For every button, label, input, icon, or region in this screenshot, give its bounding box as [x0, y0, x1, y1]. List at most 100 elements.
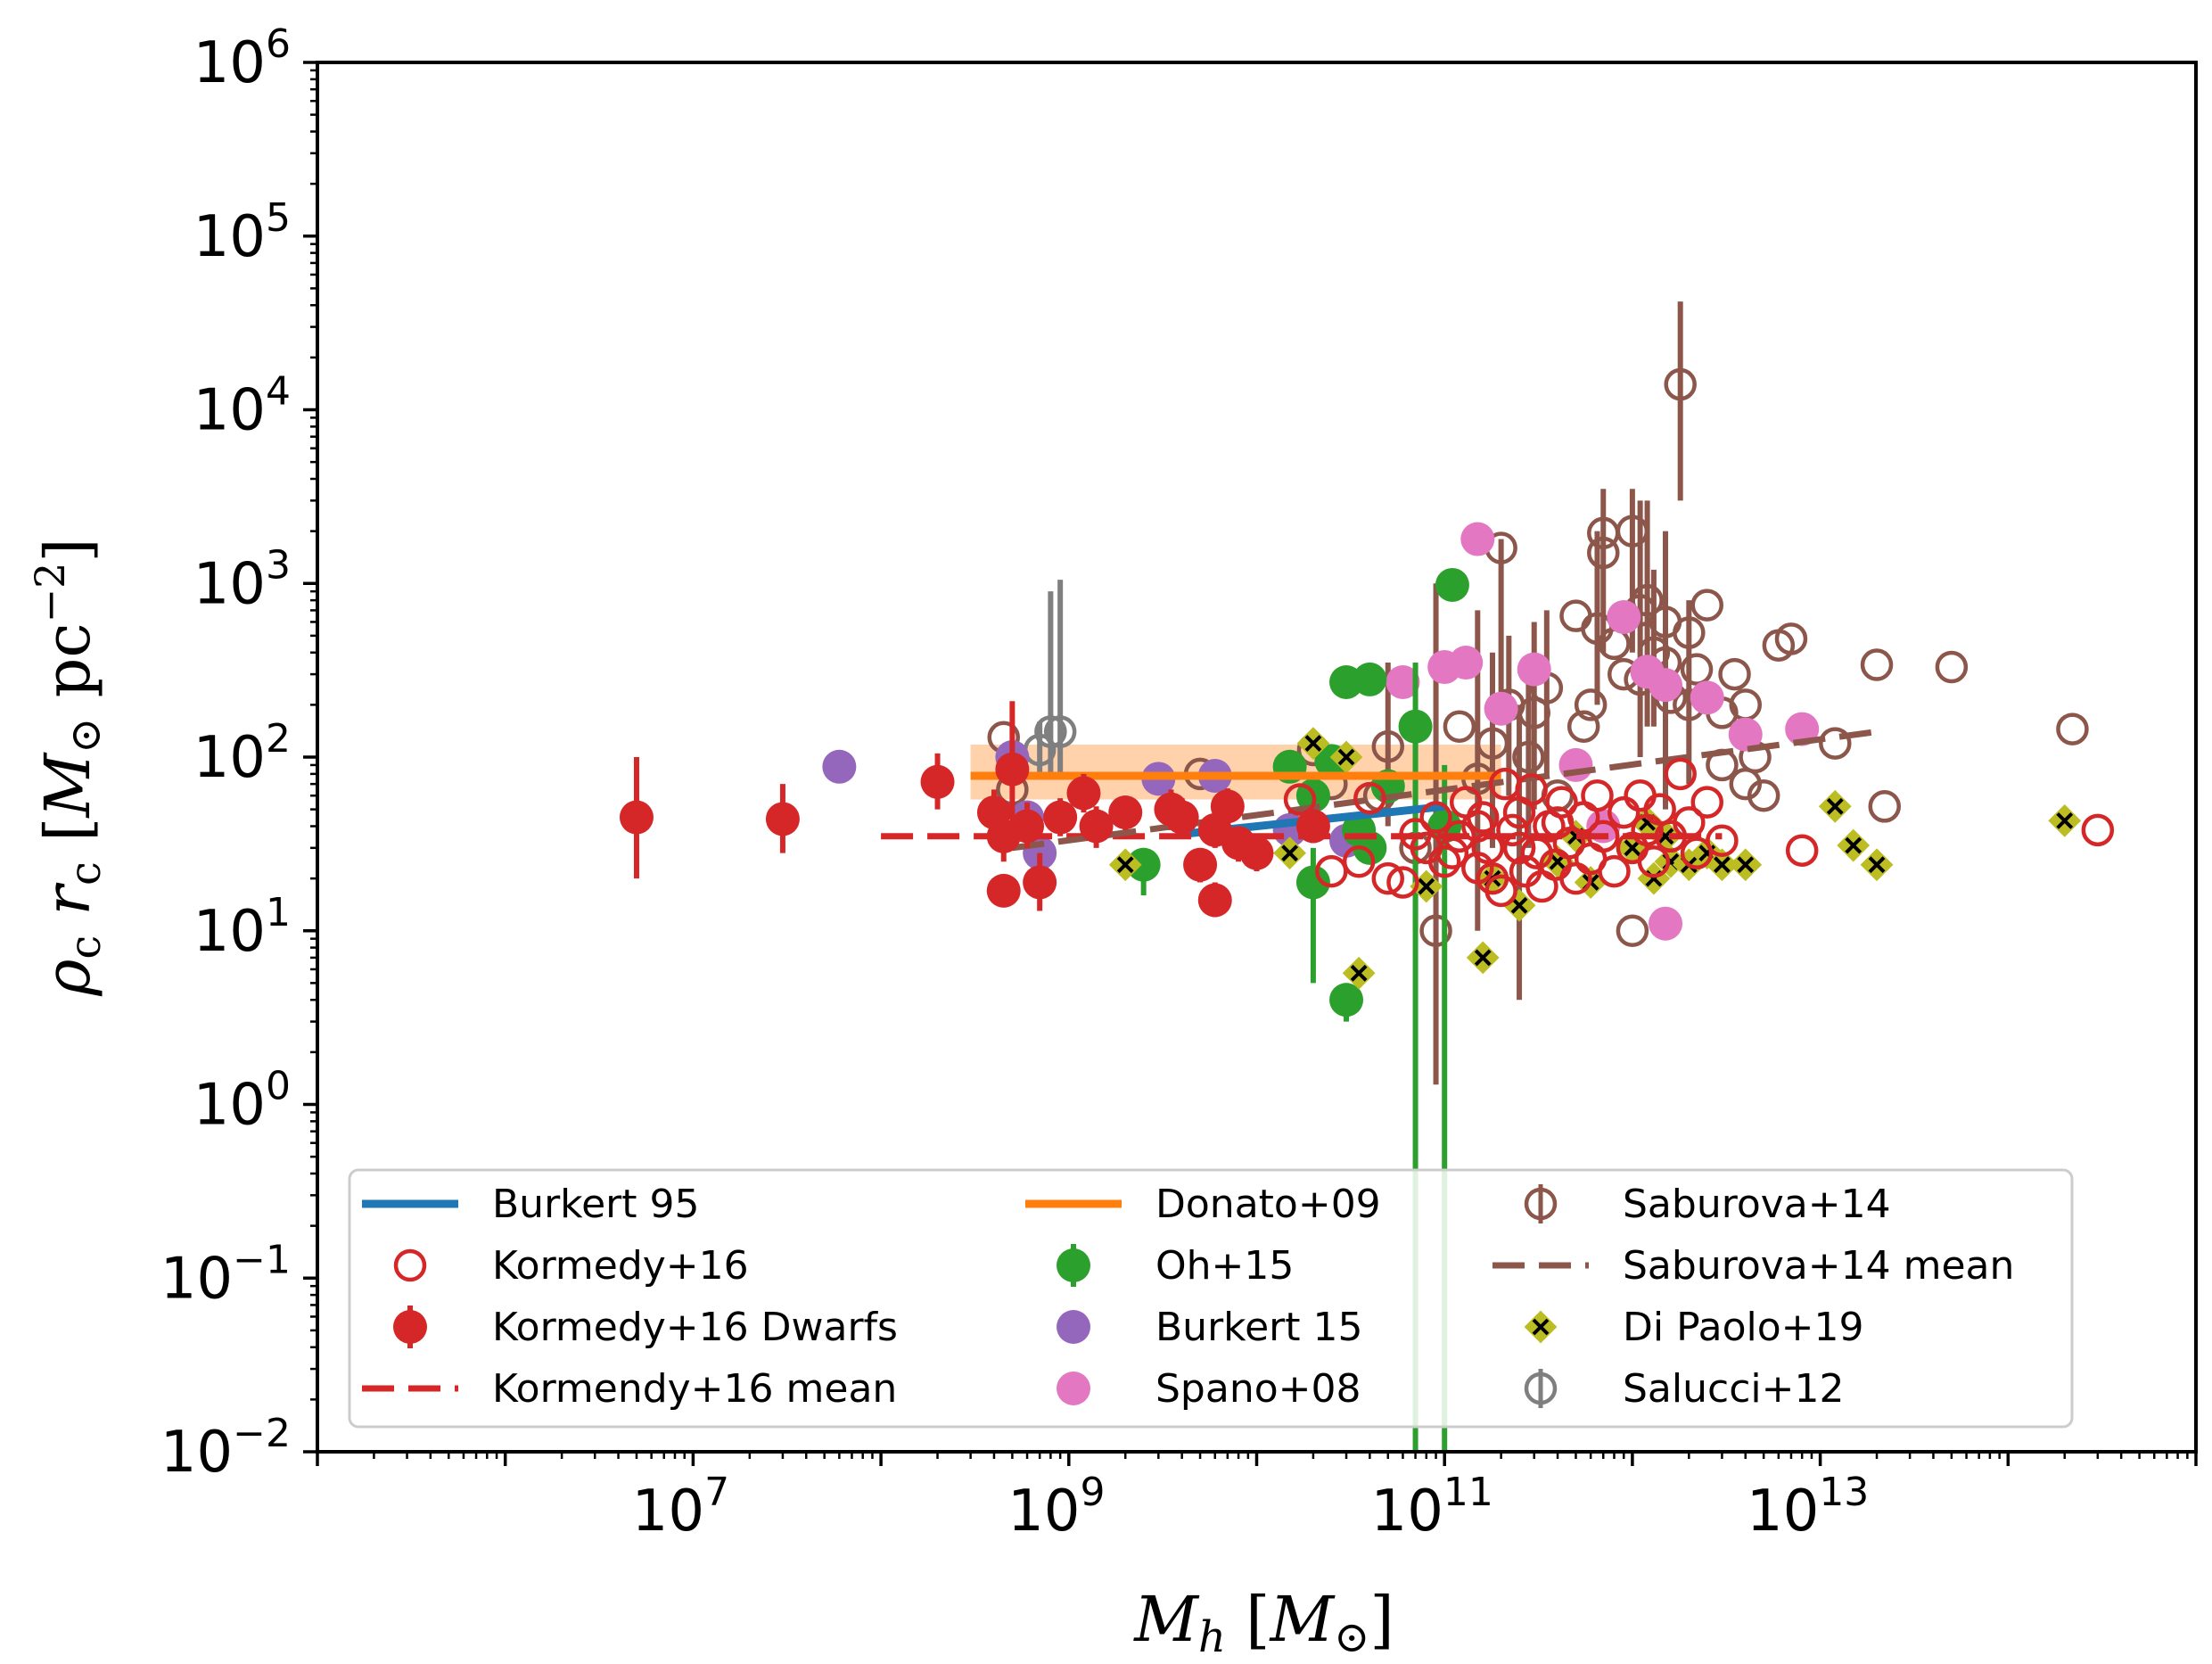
legend-entry-donato-09: Donato+09 [1025, 1182, 1381, 1227]
point-spano-08-9 [1728, 717, 1763, 752]
legend-swatch [1524, 1372, 1558, 1405]
point-kormedy-16-48 [1502, 795, 1536, 829]
point-di-paolo-19-0 [1108, 848, 1142, 882]
legend-entry-kormedy-16-dwarfs: Kormedy+16 Dwarfs [393, 1305, 898, 1350]
point-di-paolo-19-2-x [1304, 735, 1322, 752]
legend-swatch [393, 1310, 427, 1344]
point-saburova-14-53 [1729, 767, 1763, 801]
legend-entry-salucci-12: Salucci+12 [1524, 1366, 1844, 1412]
x-tick-label-3: 1013 [1747, 1470, 1869, 1545]
point-kormedy-16-dwarfs-21 [1295, 809, 1330, 844]
plot-area [619, 301, 2115, 1452]
point-di-paolo-19-8-x [1510, 896, 1528, 914]
point-di-paolo-19-1-x [1281, 844, 1299, 862]
point-kormedy-16-dwarfs-6 [986, 873, 1021, 908]
y-tick-label-4: 102 [193, 716, 291, 791]
x-tick-label-2: 1011 [1370, 1470, 1492, 1545]
point-kormedy-16-3 [1353, 781, 1386, 815]
series-kormedy-16-dwarfs [619, 701, 1330, 918]
legend-label: Saburova+14 [1623, 1182, 1891, 1227]
legend-label: Donato+09 [1155, 1182, 1381, 1227]
point-kormedy-16-43 [1690, 786, 1723, 819]
point-spano-08-11 [1649, 906, 1683, 941]
legend-entry-saburova-14-mean: Saburova+14 mean [1492, 1243, 2014, 1289]
legend-label: Salucci+12 [1623, 1366, 1844, 1412]
point-saburova-14-9 [1443, 710, 1476, 743]
legend-swatch [1057, 1248, 1090, 1282]
point-saburova-14-6 [1371, 729, 1405, 763]
point-saburova-14-51 [1649, 605, 1682, 638]
legend-label: Di Paolo+19 [1623, 1305, 1864, 1350]
point-spano-08-4 [1517, 652, 1551, 687]
point-oh-15-0 [1126, 847, 1161, 882]
point-saburova-14-40 [1747, 778, 1780, 812]
point-kormedy-16-dwarfs-8 [1010, 809, 1045, 844]
point-kormedy-16-51 [1435, 836, 1469, 869]
y-tick-label-2: 100 [193, 1064, 291, 1139]
point-oh-15-2 [1329, 983, 1364, 1017]
point-kormedy-16-32 [1598, 854, 1631, 888]
legend: Burkert 95 Kormedy+16 Kormedy+16 Dwarfs Kor… [348, 1168, 2074, 1429]
point-kormedy-16-dwarfs-15 [1183, 847, 1218, 882]
point-di-paolo-19-20-x [1868, 856, 1886, 874]
point-saburova-14-15 [1512, 740, 1545, 774]
point-kormedy-16-dwarfs-7 [1023, 865, 1057, 900]
point-kormedy-16-46 [2081, 813, 2115, 847]
point-kormedy-16-0 [1283, 783, 1317, 816]
point-kormedy-16-5 [1386, 866, 1419, 899]
y-tick-label-5: 103 [193, 542, 291, 617]
point-saburova-14-48 [1616, 914, 1649, 947]
point-di-paolo-19-16 [1706, 848, 1739, 882]
point-oh-15-5 [1398, 709, 1433, 744]
line-saburova-14-mean [1011, 729, 1878, 852]
point-saburova-14-37 [1718, 657, 1751, 691]
point-kormedy-16-45 [1785, 834, 1819, 867]
point-kormedy-16-42 [1680, 836, 1714, 869]
point-kormedy-16-44 [1706, 824, 1739, 858]
point-saburova-14-32 [1664, 367, 1697, 401]
point-kormedy-16-dwarfs-12 [1108, 795, 1143, 830]
point-di-paolo-19-18-x [1826, 797, 1844, 815]
point-spano-08-7 [1649, 668, 1683, 703]
point-di-paolo-19-19 [1837, 828, 1871, 862]
point-kormedy-16-31 [1587, 820, 1620, 853]
point-kormedy-16-30 [1581, 778, 1614, 812]
point-di-paolo-19-2 [1296, 727, 1330, 760]
y-tick-label-1: 10−1 [160, 1237, 291, 1312]
point-saburova-14-35 [1690, 589, 1723, 622]
point-saburova-14-8 [1419, 914, 1452, 947]
point-salucci-12-0 [1034, 715, 1067, 748]
point-kormedy-16-47 [1461, 810, 1494, 843]
point-saburova-14-28 [1631, 583, 1664, 617]
point-di-paolo-19-4-x [1337, 748, 1355, 766]
point-kormedy-16-38 [1643, 793, 1676, 826]
point-di-paolo-19-5-x [1418, 877, 1435, 895]
legend-swatch [1524, 1187, 1558, 1221]
legend-label: Spano+08 [1155, 1366, 1361, 1412]
point-oh-15-11 [1353, 830, 1387, 865]
point-kormedy-16-41 [1673, 806, 1706, 839]
point-oh-15-6 [1435, 567, 1469, 602]
point-di-paolo-19-20 [1860, 848, 1894, 882]
legend-entry-oh-15: Oh+15 [1057, 1243, 1294, 1289]
point-saburova-14-46 [1935, 650, 1969, 684]
point-di-paolo-19-0-x [1116, 856, 1134, 874]
point-di-paolo-19-19-x [1845, 836, 1863, 854]
point-salucci-12-1 [1043, 715, 1077, 748]
series-salucci-12 [1023, 580, 1077, 774]
point-di-paolo-19-3-x [1350, 964, 1368, 982]
point-spano-08-3 [1449, 646, 1484, 680]
point-spano-08-5 [1607, 599, 1641, 634]
point-kormedy-16-2 [1342, 845, 1376, 878]
legend-swatch [1057, 1372, 1090, 1405]
point-di-paolo-19-3 [1342, 956, 1376, 990]
point-kormedy-16-50 [1419, 801, 1452, 834]
point-kormedy-16-dwarfs-4 [995, 752, 1030, 787]
point-kormedy-16-40 [1664, 757, 1697, 791]
point-di-paolo-19-18 [1818, 789, 1852, 823]
point-saburova-14-43 [1819, 727, 1852, 760]
point-spano-08-1 [1386, 664, 1420, 699]
point-kormedy-16-dwarfs-16 [1197, 883, 1232, 918]
legend-label: Kormedy+16 [492, 1243, 749, 1289]
legend-label: Saburova+14 mean [1623, 1243, 2014, 1289]
